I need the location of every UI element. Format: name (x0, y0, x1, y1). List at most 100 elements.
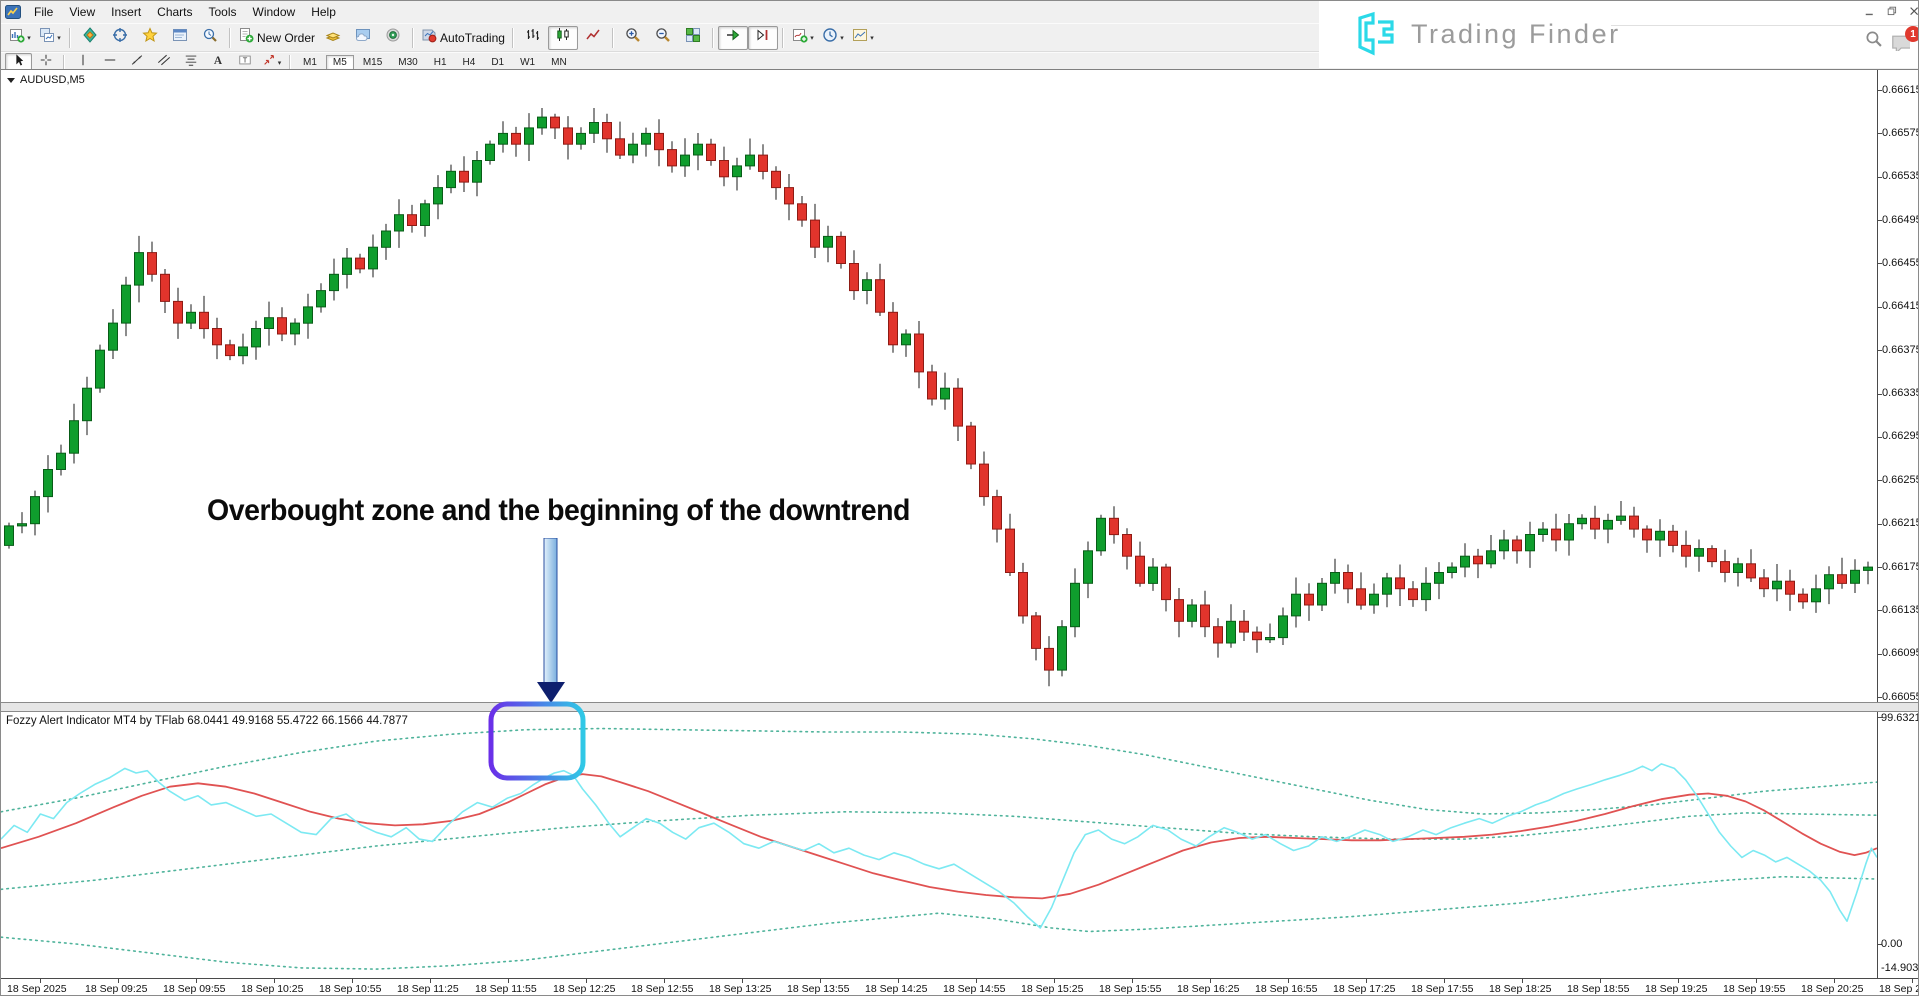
time-axis-tick (1210, 979, 1211, 983)
menu-item-charts[interactable]: Charts (157, 5, 193, 19)
menu-item-insert[interactable]: Insert (111, 5, 142, 19)
indicators-button[interactable]: ▾ (788, 26, 818, 50)
label-button[interactable]: T (231, 53, 258, 72)
crosshair-button[interactable] (32, 53, 59, 72)
time-axis-tick (118, 979, 119, 983)
time-axis-tick (1288, 979, 1289, 983)
chart-shift-icon (755, 27, 771, 48)
new-chart-button[interactable]: ▾ (5, 26, 35, 50)
dropdown-caret-icon[interactable]: ▾ (27, 34, 31, 42)
community-icon (355, 27, 371, 48)
tile-windows-icon (685, 27, 701, 48)
data-window-button[interactable] (105, 26, 135, 50)
price-chart-pane[interactable]: AUDUSD,M5 (1, 70, 1877, 702)
price-axis-tick (1878, 263, 1882, 265)
app-icon[interactable] (4, 3, 22, 21)
indicator-axis-label: 99.6321 (1881, 712, 1919, 724)
text-button[interactable]: A (204, 53, 231, 72)
dropdown-caret-icon[interactable]: ▾ (277, 59, 282, 67)
tile-windows-button[interactable] (678, 26, 708, 50)
tf-button-m1[interactable]: M1 (303, 57, 317, 68)
dropdown-caret-icon[interactable]: ▾ (840, 34, 844, 42)
symbol-caret-icon[interactable] (7, 77, 15, 83)
candlestick-chart[interactable] (1, 70, 1877, 702)
search-icon[interactable] (1865, 30, 1882, 52)
arrows-button[interactable]: ▾ (258, 53, 285, 72)
chart-shift-button[interactable] (747, 25, 778, 50)
toolbar-separator (63, 55, 65, 70)
price-axis-label: 0.66295 (1882, 430, 1919, 443)
time-axis-tick (274, 979, 275, 983)
autotrading-button[interactable]: AutoTrading (418, 26, 508, 50)
restore-button[interactable] (1885, 5, 1901, 19)
price-axis-tick (1878, 306, 1882, 308)
candlestick-button[interactable] (547, 25, 578, 50)
market-button[interactable] (378, 26, 408, 50)
toolbar-separator (229, 27, 231, 48)
notification-badge[interactable]: 1 (1905, 26, 1918, 42)
trendline-icon (130, 53, 144, 72)
menu-item-window[interactable]: Window (252, 5, 296, 19)
fibonacci-button[interactable] (177, 53, 204, 72)
line-chart-button[interactable] (578, 26, 608, 50)
close-button[interactable] (1907, 5, 1918, 19)
tf-button-m5[interactable]: M5 (325, 55, 354, 70)
tf-button-mn[interactable]: MN (551, 57, 567, 68)
toolbar-separator (511, 27, 514, 48)
overlay-divider (1611, 25, 1918, 26)
metaeditor-icon (325, 27, 341, 48)
strategy-tester-button[interactable] (195, 26, 225, 50)
zoom-out-button[interactable] (648, 26, 678, 50)
community-button[interactable] (348, 26, 378, 50)
label-icon: T (238, 53, 252, 72)
time-axis[interactable]: 18 Sep 2025 18 Sep 09:25 18 Sep 09:55 18 Se… (1, 978, 1918, 995)
price-axis-label: 0.66455 (1882, 256, 1919, 269)
vline-icon (76, 53, 90, 72)
periods-button[interactable]: ▾ (818, 26, 848, 50)
price-axis-label: 0.66255 (1882, 473, 1919, 486)
autotrading-icon (421, 27, 437, 48)
price-axis-label: 0.66575 (1882, 126, 1919, 139)
tf-button-m30[interactable]: M30 (398, 57, 418, 68)
tf-button-h1[interactable]: H1 (433, 57, 447, 68)
channel-button[interactable] (150, 53, 177, 72)
indicator-axis[interactable]: 99.6321 0.00 -14.9034 (1877, 712, 1919, 979)
bar-chart-icon (525, 27, 541, 48)
dropdown-caret-icon[interactable]: ▾ (810, 34, 814, 42)
tf-button-d1[interactable]: D1 (491, 57, 505, 68)
menu-item-tools[interactable]: Tools (208, 5, 237, 19)
menu-item-file[interactable]: File (34, 5, 54, 19)
profiles-button[interactable]: ▾ (35, 26, 65, 50)
metaeditor-button[interactable] (318, 26, 348, 50)
time-axis-label: 18 Sep 12:25 (553, 983, 616, 995)
price-axis[interactable]: 0.66615 0.66575 0.66535 0.66495 0.66455 0.664… (1877, 70, 1919, 703)
indicator-pane[interactable]: Fozzy Alert Indicator MT4 by TFlab 68.04… (1, 712, 1878, 978)
menu-item-help[interactable]: Help (311, 5, 336, 19)
indicator-axis-label: -14.9034 (1881, 962, 1919, 974)
crosshair-icon (39, 53, 53, 72)
vline-button[interactable] (69, 53, 96, 72)
dropdown-caret-icon[interactable]: ▾ (870, 34, 874, 42)
tf-button-w1[interactable]: W1 (520, 57, 536, 68)
indicator-chart[interactable] (1, 712, 1878, 978)
market-watch-button[interactable] (75, 26, 105, 50)
auto-scroll-button[interactable] (717, 25, 748, 50)
time-axis-tick (1522, 979, 1523, 983)
dropdown-caret-icon[interactable]: ▾ (57, 34, 61, 42)
navigator-button[interactable] (135, 26, 165, 50)
trendline-button[interactable] (123, 53, 150, 72)
zoom-in-button[interactable] (618, 26, 648, 50)
tf-button-h4[interactable]: H4 (462, 57, 476, 68)
time-axis-label: 18 Sep 10:25 (241, 983, 304, 995)
terminal-button[interactable] (165, 26, 195, 50)
minimize-button[interactable] (1863, 5, 1879, 19)
pane-divider[interactable] (1, 702, 1918, 712)
tf-button-m15[interactable]: M15 (362, 57, 383, 68)
menu-item-view[interactable]: View (69, 5, 96, 19)
templates-button[interactable]: ▾ (848, 26, 878, 50)
bar-chart-button[interactable] (518, 26, 548, 50)
time-axis-label: 18 Sep 13:25 (709, 983, 772, 995)
new-order-button[interactable]: New Order (235, 26, 318, 50)
hline-button[interactable] (96, 53, 123, 72)
profiles-icon (39, 27, 55, 48)
